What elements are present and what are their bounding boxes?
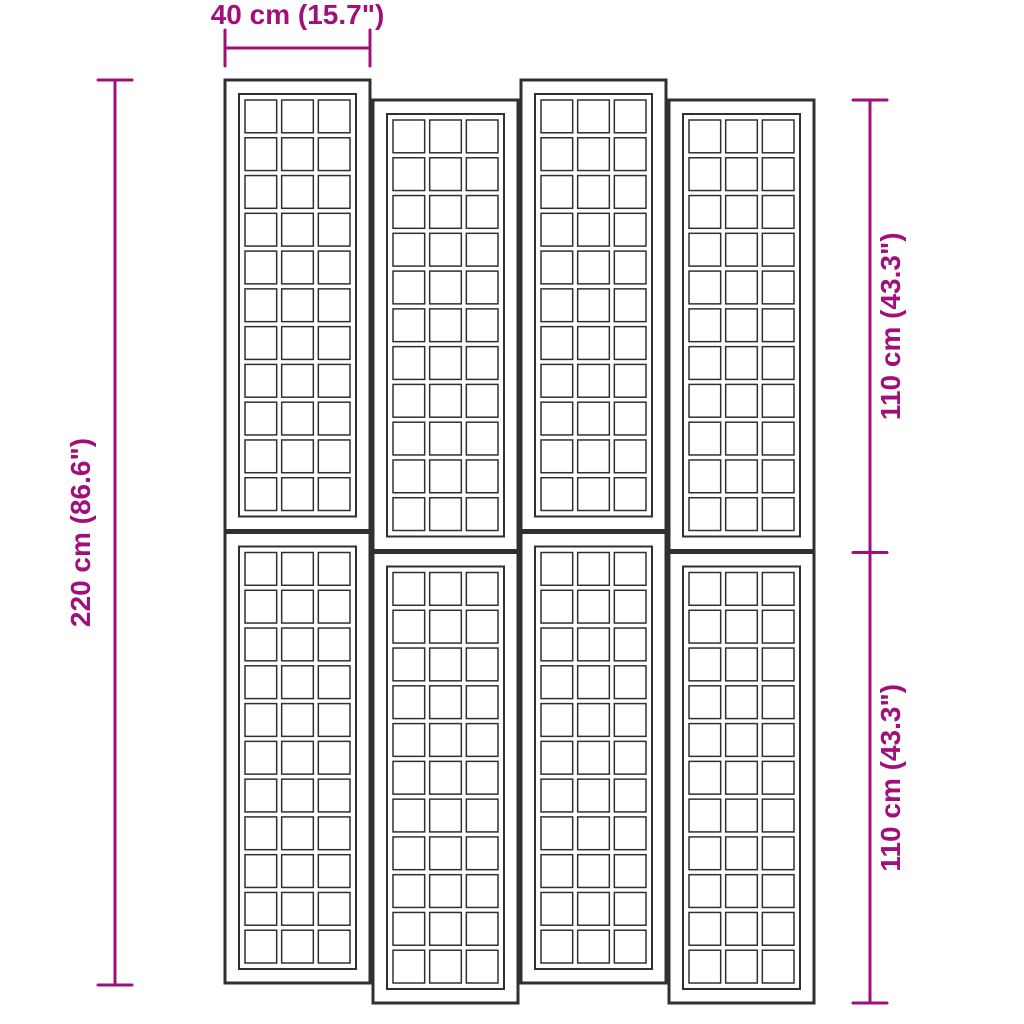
panel-outer — [373, 100, 518, 551]
dim-label-width: 40 cm (15.7") — [211, 0, 385, 30]
panel-outer — [669, 100, 814, 551]
panel-outer — [373, 553, 518, 1004]
dim-label-height-lower: 110 cm (43.3") — [875, 684, 906, 872]
dim-label-height-upper: 110 cm (43.3") — [875, 232, 906, 420]
panel-outer — [521, 533, 666, 984]
panel-outer — [669, 553, 814, 1004]
dim-label-height-total: 220 cm (86.6") — [65, 438, 96, 627]
panel-outer — [225, 80, 370, 531]
panel-outer — [521, 80, 666, 531]
panel-outer — [225, 533, 370, 984]
dimension-diagram: 40 cm (15.7") 220 cm (86.6") 110 cm (43.3"… — [0, 0, 1024, 1024]
